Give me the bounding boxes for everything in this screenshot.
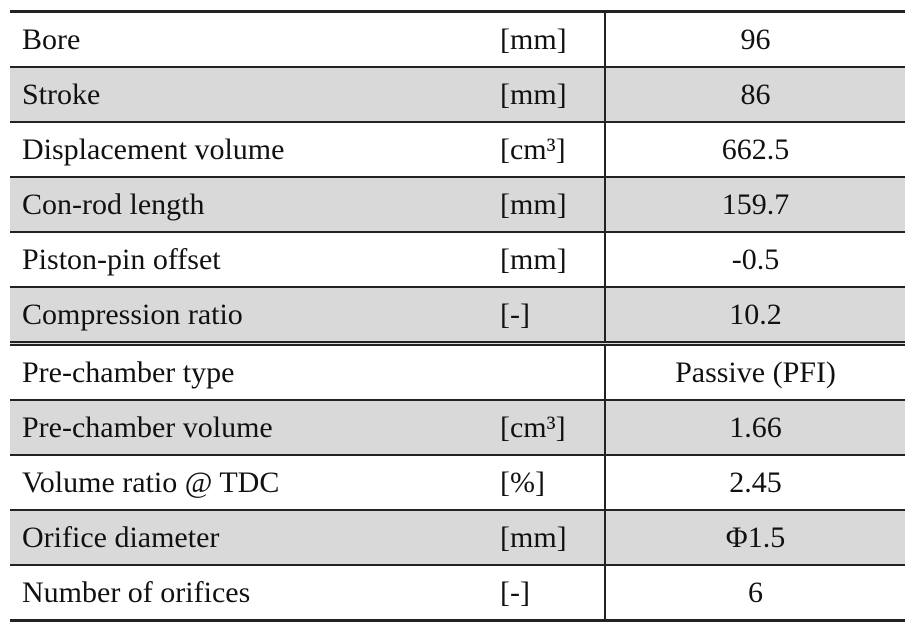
cell-value: Φ1.5: [604, 510, 905, 566]
table-row: Stroke [mm] 86: [10, 67, 905, 123]
cell-value: 2.45: [604, 455, 905, 511]
cell-value: 86: [604, 67, 905, 123]
cell-label: Compression ratio: [10, 287, 500, 346]
cell-label: Con-rod length: [10, 177, 500, 233]
cell-value: 159.7: [604, 177, 905, 233]
cell-unit: [cm³]: [500, 400, 605, 456]
cell-value: 662.5: [604, 122, 905, 178]
table-row: Displacement volume [cm³] 662.5: [10, 122, 905, 178]
cell-value: 6: [604, 565, 905, 622]
cell-unit: [mm]: [500, 67, 605, 123]
cell-label: Bore: [10, 11, 500, 68]
cell-unit: [-]: [500, 287, 605, 346]
cell-value: Passive (PFI): [604, 343, 905, 401]
cell-label: Pre-chamber type: [10, 343, 500, 401]
cell-label: Piston-pin offset: [10, 232, 500, 288]
table-row: Volume ratio @ TDC [%] 2.45: [10, 455, 905, 511]
spec-table: Bore [mm] 96 Stroke [mm] 86 Displacement volum…: [10, 10, 905, 622]
cell-unit: [mm]: [500, 11, 605, 68]
cell-value: 1.66: [604, 400, 905, 456]
cell-unit: [cm³]: [500, 122, 605, 178]
cell-label: Orifice diameter: [10, 510, 500, 566]
table-row: Piston-pin offset [mm] -0.5: [10, 232, 905, 288]
cell-label: Number of orifices: [10, 565, 500, 622]
cell-unit: [500, 343, 605, 401]
cell-unit: [mm]: [500, 232, 605, 288]
cell-label: Stroke: [10, 67, 500, 123]
cell-label: Displacement volume: [10, 122, 500, 178]
cell-label: Pre-chamber volume: [10, 400, 500, 456]
cell-unit: [mm]: [500, 510, 605, 566]
table-row: Number of orifices [-] 6: [10, 565, 905, 622]
cell-value: 96: [604, 11, 905, 68]
table-row: Compression ratio [-] 10.2: [10, 287, 905, 346]
cell-label: Volume ratio @ TDC: [10, 455, 500, 511]
table-row: Pre-chamber type Passive (PFI): [10, 343, 905, 401]
table-row: Con-rod length [mm] 159.7: [10, 177, 905, 233]
cell-unit: [-]: [500, 565, 605, 622]
cell-unit: [mm]: [500, 177, 605, 233]
table-row: Pre-chamber volume [cm³] 1.66: [10, 400, 905, 456]
table-row: Bore [mm] 96: [10, 11, 905, 68]
table-row: Orifice diameter [mm] Φ1.5: [10, 510, 905, 566]
cell-unit: [%]: [500, 455, 605, 511]
cell-value: -0.5: [604, 232, 905, 288]
cell-value: 10.2: [604, 287, 905, 346]
